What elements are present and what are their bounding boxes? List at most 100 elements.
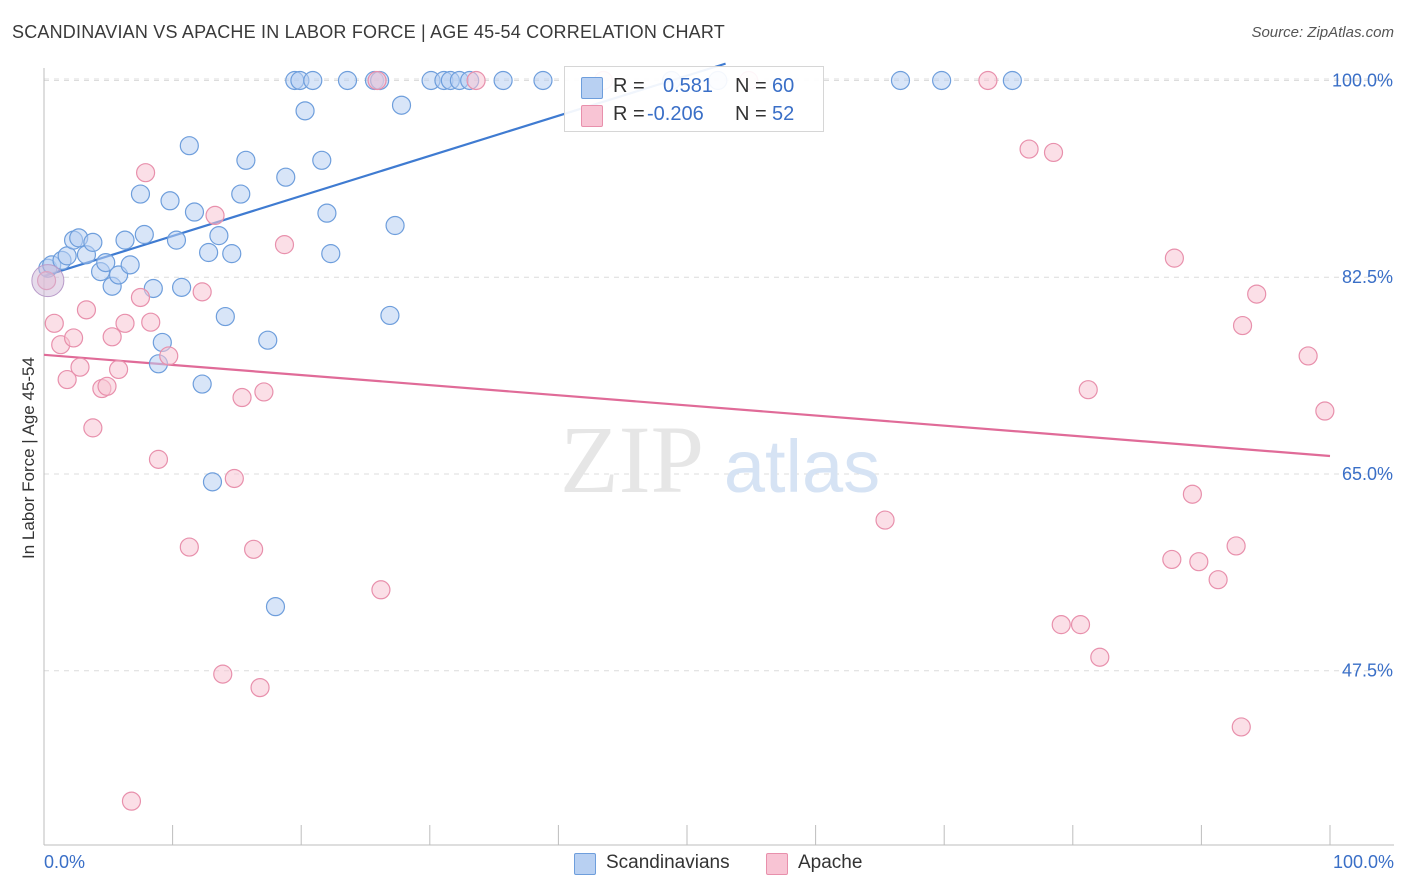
- scandinavians-point: [202, 472, 223, 492]
- apache-point: [1298, 346, 1318, 366]
- scandinavians-point: [134, 224, 154, 245]
- apache-point: [141, 312, 161, 332]
- watermark-zip: ZIP: [560, 406, 704, 513]
- y-tick-label: 82.5%: [1342, 267, 1393, 287]
- legend-n-label: N =: [735, 103, 767, 125]
- apache-point: [192, 282, 212, 302]
- apache-point: [1231, 717, 1251, 737]
- legend-r-value: -0.206: [647, 103, 704, 125]
- apache-point: [254, 382, 274, 402]
- apache-point: [148, 449, 169, 469]
- apache-point: [102, 327, 122, 347]
- y-axis-title: In Labor Force | Age 45-54: [19, 357, 38, 559]
- scandinavians-point: [385, 215, 405, 236]
- apache-point: [179, 537, 199, 557]
- legend-swatch-pink: [581, 105, 603, 127]
- legend-n-value: 60: [772, 75, 795, 97]
- apache-point: [1208, 570, 1228, 590]
- scandinavians-point: [209, 226, 229, 246]
- legend-r-label: R =: [613, 103, 645, 125]
- scandinavians-point: [493, 70, 513, 91]
- apache-point: [1189, 552, 1209, 572]
- apache-point: [224, 468, 244, 489]
- apache-point: [1164, 248, 1184, 268]
- y-tick-label: 65.0%: [1342, 464, 1393, 484]
- scandinavians-points: [38, 70, 1022, 617]
- scandinavians-point: [317, 203, 337, 223]
- apache-point: [1051, 615, 1071, 635]
- scandinavians-point: [115, 230, 135, 250]
- scandinavians-point: [160, 191, 180, 211]
- scandinavians-point: [231, 184, 251, 204]
- legend-n-label: N =: [735, 75, 767, 97]
- apache-point: [1315, 401, 1335, 421]
- scandinavians-point: [222, 244, 242, 264]
- scandinavians-point: [391, 95, 412, 115]
- apache-point: [1162, 549, 1182, 570]
- apache-point-cluster: [31, 264, 65, 298]
- legend-row-scandinavians: R = 0.581 N = 60: [565, 73, 823, 101]
- y-tick-label: 100.0%: [1332, 70, 1393, 90]
- apache-point: [115, 313, 135, 333]
- apache-point: [76, 300, 97, 320]
- apache-point: [121, 791, 142, 811]
- apache-point: [875, 510, 895, 530]
- apache-point: [1226, 536, 1246, 556]
- scandinavians-point: [533, 70, 553, 91]
- apache-point: [466, 70, 486, 91]
- apache-point: [44, 313, 64, 333]
- scandinavians-point: [337, 70, 358, 91]
- apache-point: [97, 376, 117, 396]
- scandinavians-point: [215, 306, 235, 327]
- scandinavians-point: [184, 202, 205, 222]
- watermark: ZIP atlas: [560, 406, 880, 513]
- scandinavians-point: [179, 136, 199, 156]
- apache-point: [1043, 142, 1064, 163]
- scandinavians-point: [258, 330, 278, 350]
- bottom-legend-swatch-pink: [766, 853, 788, 875]
- legend-n-value: 52: [772, 103, 795, 125]
- scandinavians-point: [236, 150, 256, 170]
- scandinavians-point: [932, 70, 952, 91]
- axes: [43, 68, 1394, 846]
- apache-point: [1247, 284, 1267, 304]
- bottom-legend-label: Apache: [798, 852, 863, 873]
- scandinavians-point: [295, 101, 315, 121]
- apache-point: [213, 664, 233, 684]
- scandinavians-point: [380, 305, 400, 326]
- scandinavians-point: [890, 70, 911, 91]
- scandinavians-point: [192, 374, 212, 394]
- scandinavians-point: [265, 597, 286, 617]
- chart-title: SCANDINAVIAN VS APACHE IN LABOR FORCE | …: [12, 22, 725, 42]
- apache-point: [83, 418, 103, 438]
- legend-r-label: R =: [613, 75, 645, 97]
- apache-point: [1070, 615, 1091, 635]
- x-tick-label-min: 0.0%: [44, 852, 86, 872]
- apache-point: [978, 70, 998, 91]
- apache-point: [63, 328, 84, 348]
- apache-point: [1182, 484, 1202, 504]
- apache-point: [1078, 380, 1098, 400]
- scandinavians-point: [130, 184, 151, 204]
- legend-row-apache: R = -0.206 N = 52: [565, 101, 823, 129]
- apache-point: [232, 387, 252, 408]
- correlation-legend: R = 0.581 N = 60 R = -0.206 N = 52: [564, 66, 824, 132]
- scandinavians-point: [83, 232, 103, 252]
- legend-r-value: 0.581: [663, 75, 714, 97]
- apache-point: [108, 359, 129, 380]
- bottom-legend-label: Scandinavians: [606, 852, 730, 873]
- scandinavians-point: [276, 167, 296, 187]
- scandinavians-point: [312, 150, 332, 170]
- apache-point: [1232, 315, 1253, 336]
- apache-point: [70, 357, 90, 377]
- y-tick-label: 47.5%: [1342, 661, 1393, 681]
- scandinavians-point: [166, 230, 187, 250]
- apache-point: [274, 235, 295, 255]
- watermark-atlas: atlas: [724, 425, 880, 508]
- scandinavians-point: [303, 70, 323, 91]
- scandinavians-point: [1002, 70, 1022, 91]
- bottom-legend-swatch-blue: [574, 853, 596, 875]
- y-tick-labels: 47.5% 65.0% 82.5% 100.0%: [1332, 70, 1393, 680]
- chart-source: Source: ZipAtlas.com: [1251, 24, 1394, 41]
- legend-swatch-blue: [581, 77, 603, 99]
